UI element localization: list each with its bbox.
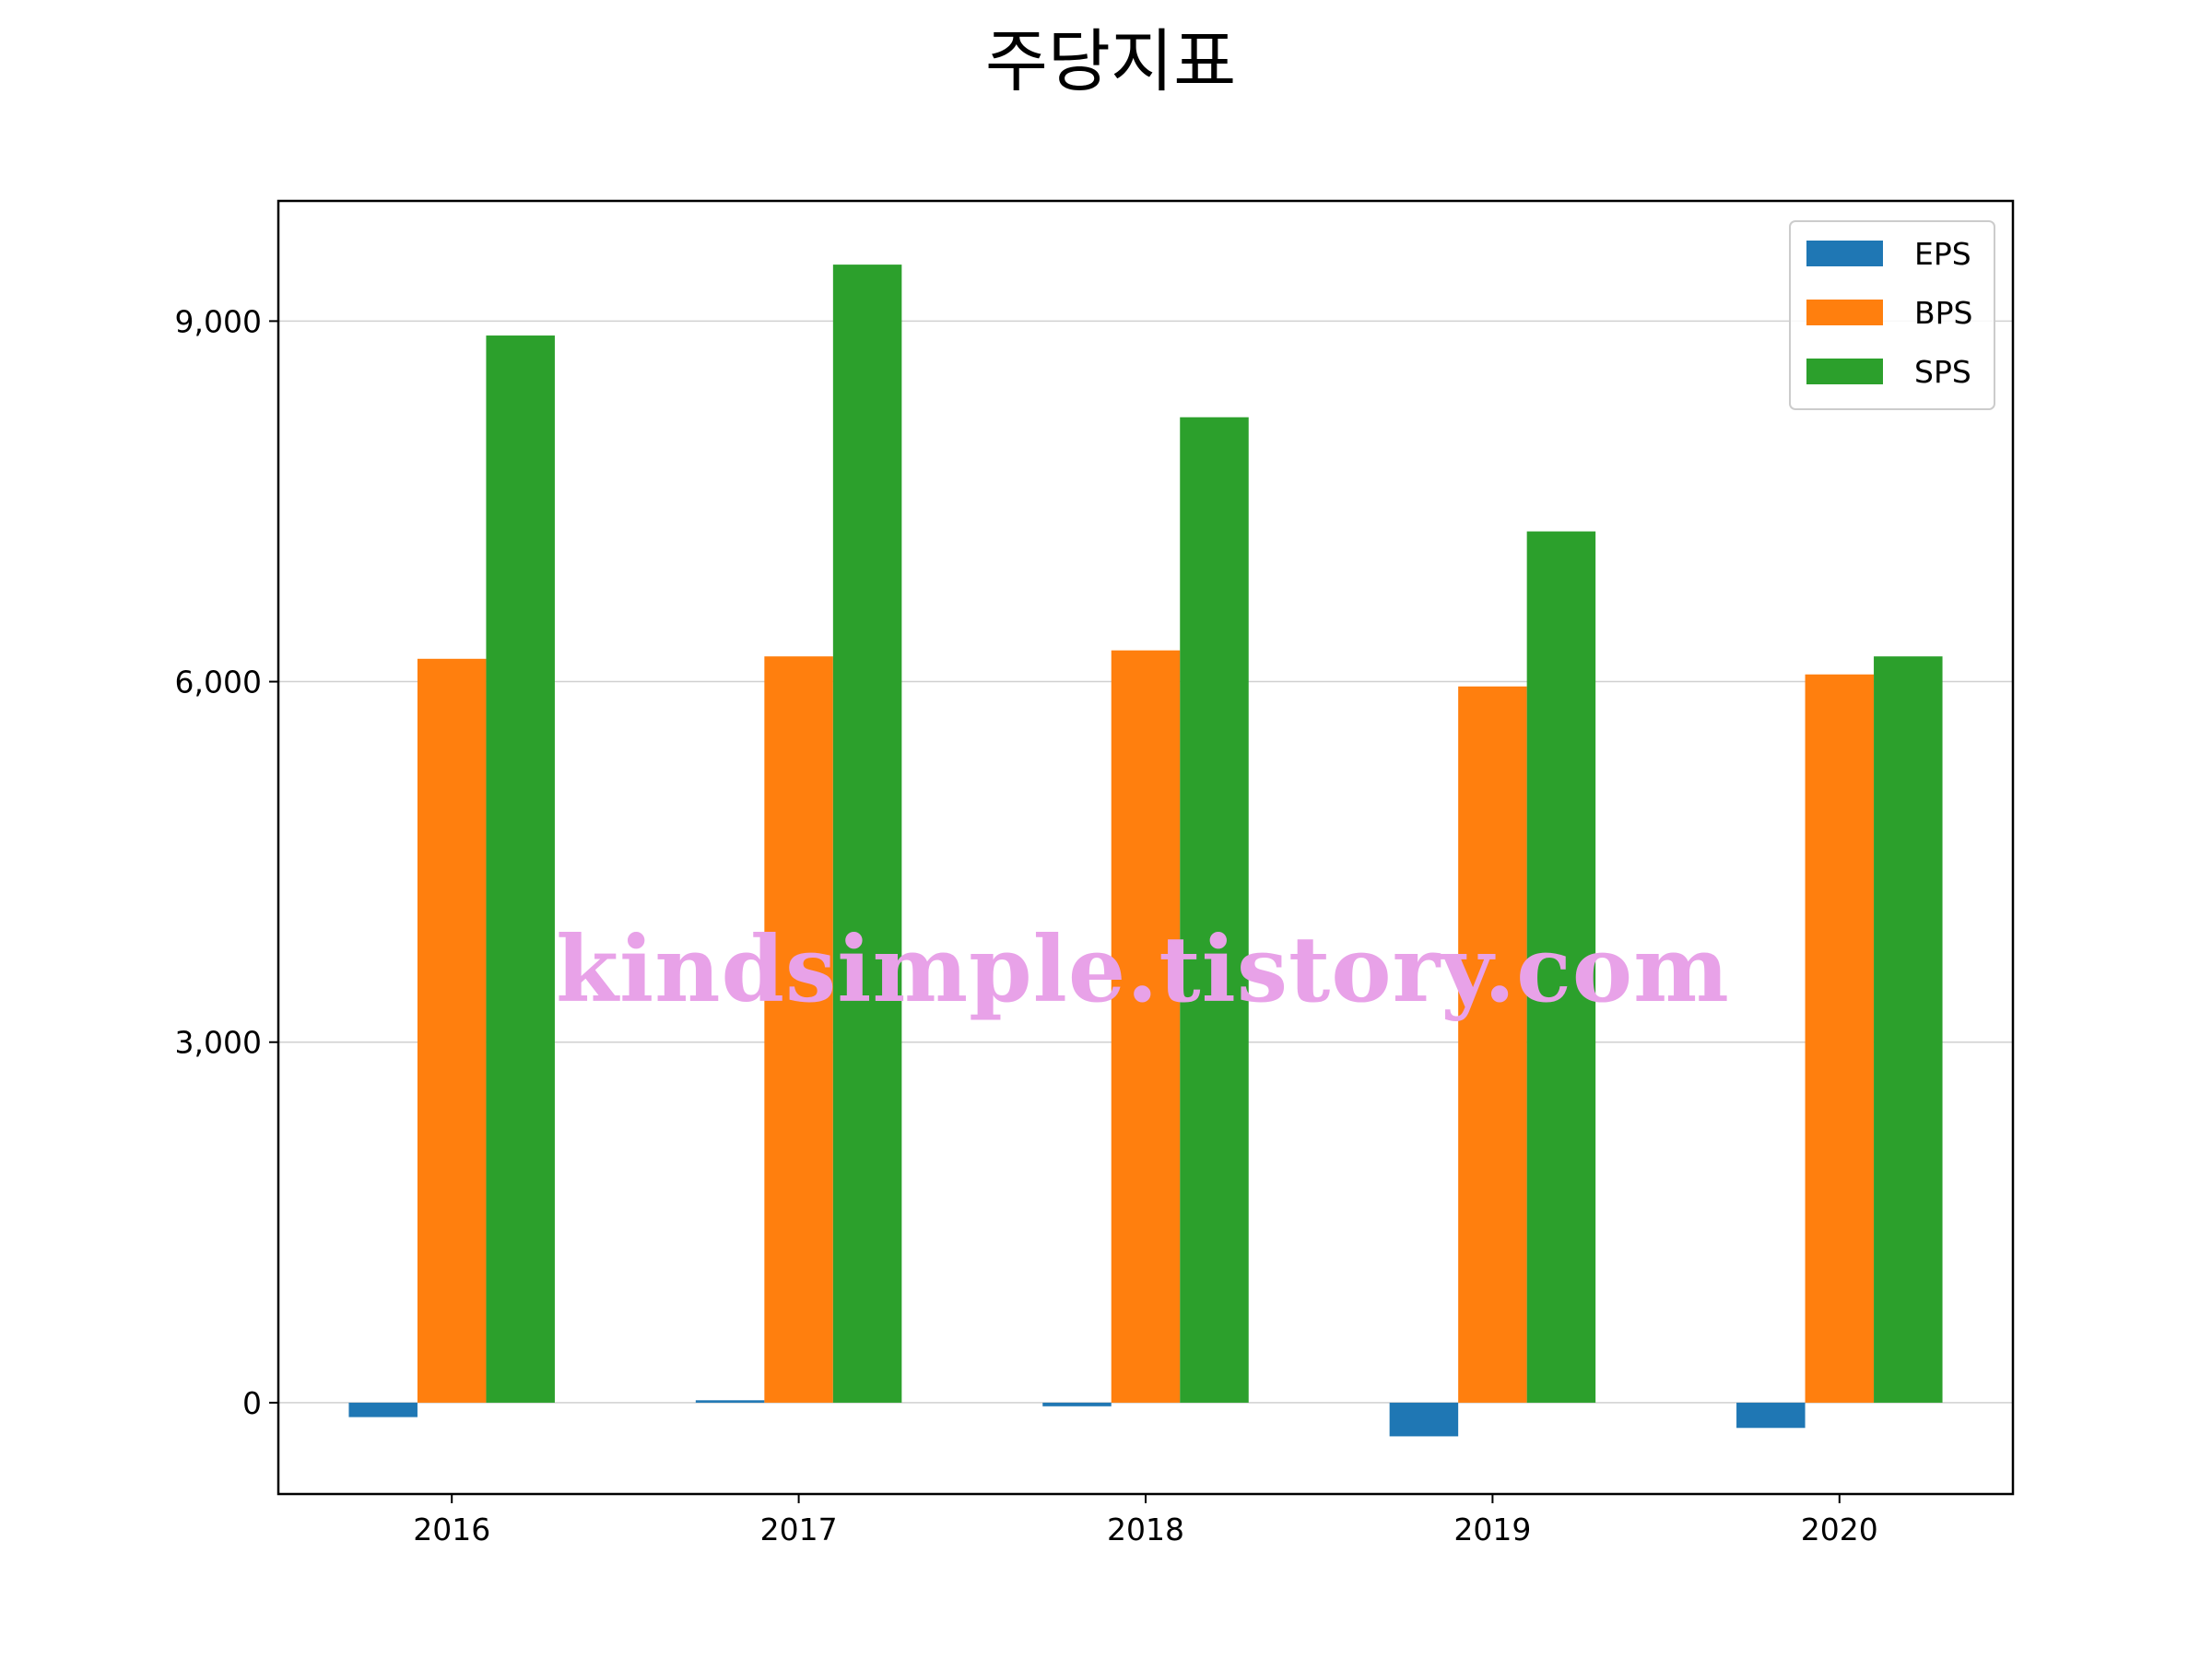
legend-label-eps: EPS [1914,236,1971,272]
axes: 0 3,000 6,000 9,000 2016 2017 2018 2019 2020 [175,303,1878,1547]
bar-sps-2016 [486,335,555,1403]
bar-bps-2017 [764,656,833,1403]
y-tick-label: 9,000 [175,303,262,339]
y-tick-label: 0 [242,1385,262,1421]
bar-eps-2020 [1736,1402,1806,1429]
y-tick-label: 3,000 [175,1025,262,1061]
legend-swatch-bps [1806,300,1883,325]
x-tick-label: 2020 [1801,1512,1878,1547]
legend-label-bps: BPS [1914,295,1973,331]
bar-sps-2019 [1526,531,1596,1403]
watermark: kindsimple.tistory.com [556,917,1730,1023]
bar-eps-2016 [348,1402,418,1418]
bar-eps-2018 [1042,1402,1112,1406]
x-tick-label: 2017 [760,1512,838,1547]
bar-bps-2016 [417,658,487,1403]
bar-sps-2017 [832,265,902,1403]
bar-bps-2020 [1805,674,1875,1403]
legend-swatch-eps [1806,241,1883,266]
legend-swatch-sps [1806,359,1883,384]
y-tick-label: 6,000 [175,665,262,700]
bar-bps-2018 [1111,650,1181,1403]
x-tick-label: 2016 [413,1512,490,1547]
x-tick-label: 2019 [1453,1512,1531,1547]
bars [348,265,1943,1437]
legend: EPS BPS SPS [1789,220,1995,410]
bar-bps-2019 [1458,686,1527,1403]
x-tick-label: 2018 [1107,1512,1184,1547]
chart-title: 주당지표 [985,22,1236,101]
bar-sps-2020 [1874,656,1943,1403]
legend-label-sps: SPS [1914,354,1971,390]
bar-sps-2018 [1180,417,1249,1403]
bar-eps-2017 [695,1400,765,1403]
bar-eps-2019 [1389,1402,1459,1437]
